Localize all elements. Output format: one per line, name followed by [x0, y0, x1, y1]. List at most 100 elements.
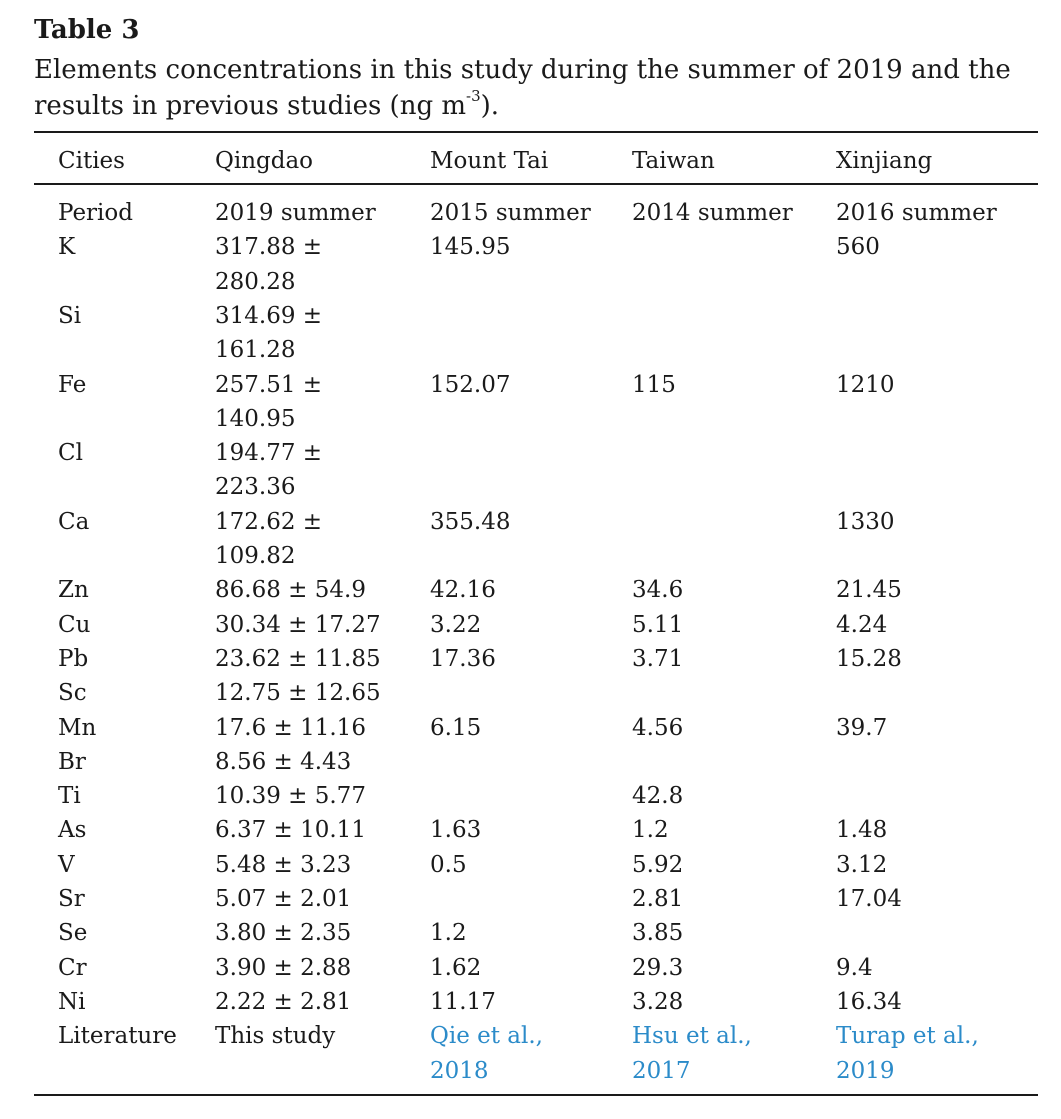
cell-xinjiang-value: 16.34 — [836, 988, 902, 1015]
cell-xinjiang-value: 1330 — [836, 508, 895, 535]
table-caption: Elements concentrations in this study du… — [34, 52, 1054, 124]
cell-qingdao-value: 317.88 ± — [215, 234, 323, 261]
cell-xinjiang-value: 1210 — [836, 371, 895, 398]
cell-taiwan-value: 5.92 — [632, 851, 684, 878]
table-bottom-rule — [34, 1094, 1038, 1096]
caption-end: ). — [480, 91, 500, 121]
cell-qingdao-value: 5.07 ± 2.01 — [215, 886, 352, 912]
row-element-label: Cl — [58, 440, 83, 467]
table-header-rule — [34, 183, 1038, 185]
cell-xinjiang-value: 17.04 — [836, 886, 902, 912]
cell-taiwan-value: 3.28 — [632, 988, 684, 1015]
row-element-label: Zn — [58, 577, 89, 604]
period-taiwan: 2014 summer — [632, 200, 793, 226]
cell-mount-tai-value: 1.62 — [430, 954, 482, 981]
cell-qingdao-value: 314.69 ± — [215, 302, 323, 329]
cell-mount-tai-value: 42.16 — [430, 577, 496, 604]
row-element-label: As — [58, 817, 87, 844]
cell-qingdao-value: 5.48 ± 3.23 — [215, 851, 352, 878]
cell-qingdao-value: 223.36 — [215, 474, 296, 501]
row-element-label: Cr — [58, 954, 87, 981]
cell-xinjiang-value: 9.4 — [836, 954, 873, 981]
cell-qingdao-value: 194.77 ± — [215, 440, 323, 467]
cell-xinjiang-value: 4.24 — [836, 611, 888, 638]
row-element-label: Cu — [58, 611, 91, 638]
cell-taiwan-value: 3.71 — [632, 645, 684, 672]
cell-taiwan-value: 115 — [632, 371, 676, 398]
cell-taiwan-value: 5.11 — [632, 611, 684, 638]
row-element-label: K — [58, 234, 76, 261]
row-element-label: V — [58, 851, 75, 878]
cell-taiwan-value: 4.56 — [632, 714, 684, 741]
cell-qingdao-value: 280.28 — [215, 268, 296, 295]
cell-qingdao-value: 161.28 — [215, 337, 296, 364]
row-element-label: Br — [58, 748, 86, 775]
cell-taiwan-value: 42.8 — [632, 783, 684, 810]
period-xinjiang: 2016 summer — [836, 200, 997, 226]
literature-link-xinjiang[interactable]: 2019 — [836, 1057, 895, 1084]
cell-mount-tai-value: 11.17 — [430, 988, 496, 1015]
caption-text: Elements concentrations in this study du… — [34, 55, 1011, 121]
cell-mount-tai-value: 0.5 — [430, 851, 467, 878]
row-element-label: Mn — [58, 714, 97, 741]
header-mount-tai: Mount Tai — [430, 148, 549, 174]
cell-qingdao-value: 3.80 ± 2.35 — [215, 920, 352, 947]
literature-link-xinjiang[interactable]: Turap et al., — [836, 1023, 979, 1050]
cell-xinjiang-value: 3.12 — [836, 851, 888, 878]
cell-qingdao-value: 6.37 ± 10.11 — [215, 817, 366, 844]
header-taiwan: Taiwan — [632, 148, 715, 174]
cell-mount-tai-value: 1.63 — [430, 817, 482, 844]
row-element-label: Pb — [58, 645, 89, 672]
cell-xinjiang-value: 560 — [836, 234, 880, 261]
cell-qingdao-value: 30.34 ± 17.27 — [215, 611, 381, 638]
cell-xinjiang-value: 1.48 — [836, 817, 888, 844]
row-element-label: Sc — [58, 680, 87, 707]
cell-qingdao-value: 12.75 ± 12.65 — [215, 680, 381, 707]
literature-qingdao: This study — [215, 1023, 336, 1050]
cell-qingdao-value: 86.68 ± 54.9 — [215, 577, 366, 604]
cell-qingdao-value: 257.51 ± — [215, 371, 323, 398]
period-qingdao: 2019 summer — [215, 200, 376, 226]
period-mount-tai: 2015 summer — [430, 200, 591, 226]
cell-mount-tai-value: 3.22 — [430, 611, 482, 638]
cell-mount-tai-value: 152.07 — [430, 371, 511, 398]
header-qingdao: Qingdao — [215, 148, 314, 174]
row-element-label: Fe — [58, 371, 87, 398]
cell-qingdao-value: 10.39 ± 5.77 — [215, 783, 366, 810]
literature-label: Literature — [58, 1023, 177, 1050]
row-element-label: Ti — [58, 783, 81, 810]
cell-taiwan-value: 34.6 — [632, 577, 684, 604]
table-top-rule — [34, 131, 1038, 133]
cell-taiwan-value: 1.2 — [632, 817, 669, 844]
literature-link-taiwan[interactable]: Hsu et al., — [632, 1023, 752, 1050]
cell-taiwan-value: 29.3 — [632, 954, 684, 981]
row-element-label: Se — [58, 920, 88, 947]
header-cities: Cities — [58, 148, 125, 174]
cell-qingdao-value: 172.62 ± — [215, 508, 323, 535]
caption-superscript: -3 — [466, 87, 481, 106]
header-xinjiang: Xinjiang — [836, 148, 933, 174]
cell-xinjiang-value: 21.45 — [836, 577, 902, 604]
period-label: Period — [58, 200, 133, 226]
cell-mount-tai-value: 355.48 — [430, 508, 511, 535]
cell-qingdao-value: 8.56 ± 4.43 — [215, 748, 352, 775]
row-element-label: Si — [58, 302, 82, 329]
table-label: Table 3 — [34, 15, 140, 45]
literature-link-mount-tai[interactable]: Qie et al., — [430, 1023, 543, 1050]
cell-mount-tai-value: 17.36 — [430, 645, 496, 672]
cell-qingdao-value: 17.6 ± 11.16 — [215, 714, 366, 741]
cell-qingdao-value: 2.22 ± 2.81 — [215, 988, 352, 1015]
cell-qingdao-value: 23.62 ± 11.85 — [215, 645, 381, 672]
row-element-label: Ca — [58, 508, 90, 535]
cell-xinjiang-value: 39.7 — [836, 714, 888, 741]
cell-xinjiang-value: 15.28 — [836, 645, 902, 672]
cell-mount-tai-value: 1.2 — [430, 920, 467, 947]
literature-link-taiwan[interactable]: 2017 — [632, 1057, 691, 1084]
literature-link-mount-tai[interactable]: 2018 — [430, 1057, 489, 1084]
cell-mount-tai-value: 145.95 — [430, 234, 511, 261]
cell-taiwan-value: 3.85 — [632, 920, 684, 947]
cell-taiwan-value: 2.81 — [632, 886, 684, 912]
cell-qingdao-value: 140.95 — [215, 405, 296, 432]
cell-qingdao-value: 3.90 ± 2.88 — [215, 954, 352, 981]
